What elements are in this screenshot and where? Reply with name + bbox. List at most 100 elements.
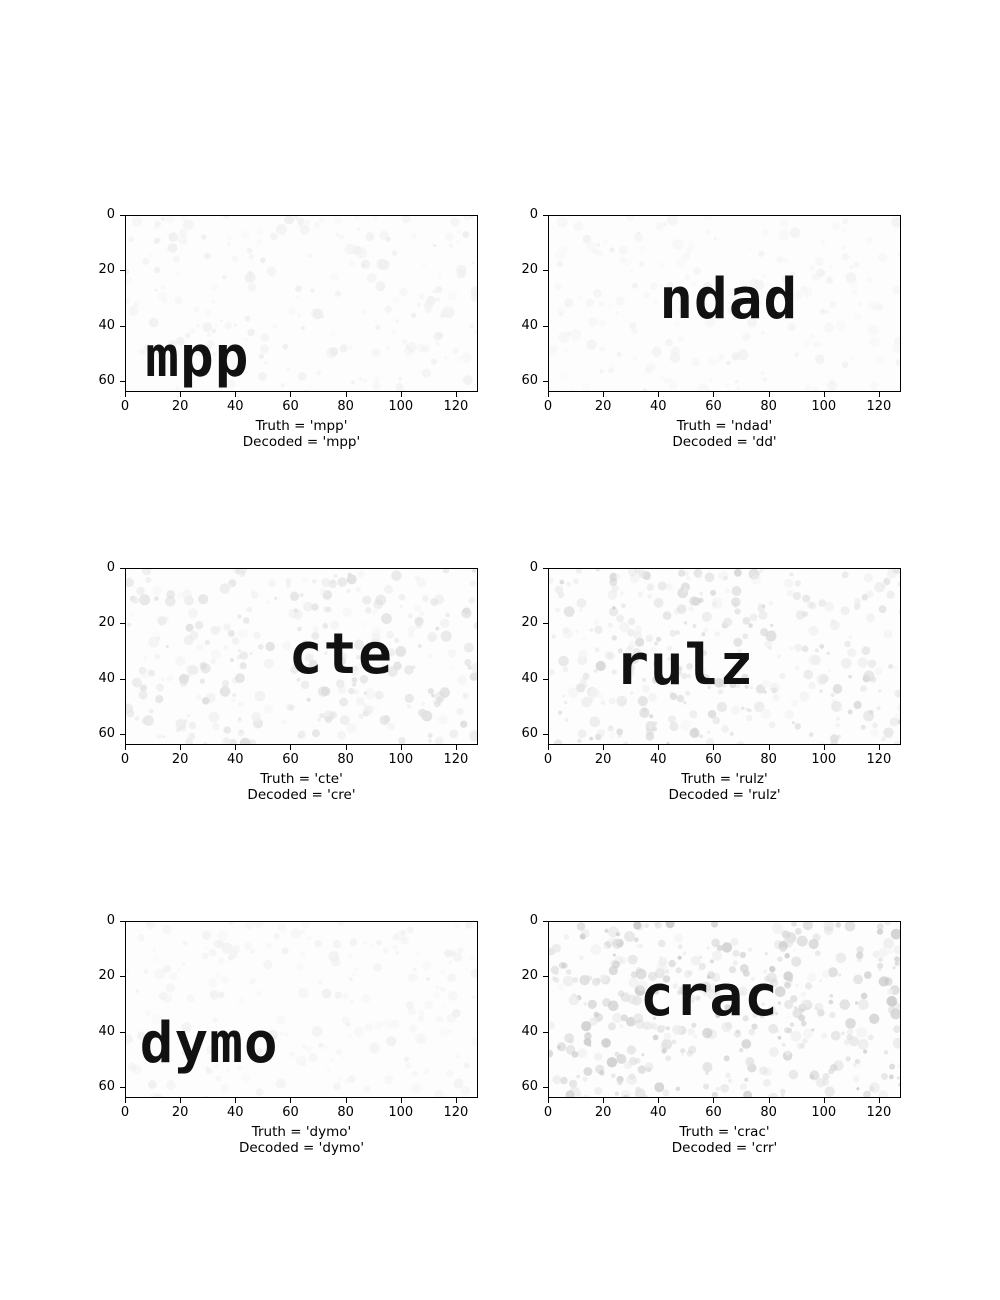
noise-speck (435, 296, 441, 302)
noise-speck (310, 288, 315, 293)
y-tick-mark (543, 678, 548, 680)
noise-speck (457, 946, 464, 954)
noise-speck (128, 306, 139, 316)
noise-speck (717, 318, 722, 322)
noise-speck (838, 706, 844, 712)
noise-speck (748, 569, 760, 580)
noise-speck (867, 324, 879, 336)
noise-speck (447, 973, 456, 983)
noise-speck (875, 302, 884, 311)
noise-speck (764, 952, 768, 956)
noise-speck (412, 967, 417, 972)
y-tick-label: 0 (529, 560, 538, 575)
noise-speck (358, 713, 365, 719)
noise-speck (845, 1056, 851, 1062)
noise-speck (350, 1000, 354, 1004)
noise-speck (576, 569, 582, 574)
noise-speck (710, 589, 717, 596)
noise-speck (656, 636, 662, 642)
noise-speck (175, 272, 180, 277)
noise-speck (179, 228, 187, 237)
noise-speck (627, 1045, 636, 1054)
noise-speck (265, 641, 275, 652)
noise-speck (296, 677, 301, 682)
noise-speck (712, 601, 718, 607)
noise-speck (784, 981, 791, 989)
noise-speck (607, 622, 613, 628)
noise-speck (382, 947, 389, 954)
noise-speck (853, 603, 861, 610)
noise-speck (435, 736, 444, 744)
noise-speck (848, 674, 852, 679)
noise-speck (220, 1084, 229, 1093)
noise-speck (739, 964, 749, 973)
noise-speck (129, 612, 135, 618)
noise-speck (808, 938, 819, 950)
noise-speck (468, 597, 476, 604)
noise-speck (693, 1034, 698, 1039)
noise-speck (869, 1086, 875, 1091)
noise-speck (168, 1079, 174, 1085)
noise-speck (149, 709, 154, 714)
noise-speck (669, 721, 679, 732)
noise-speck (619, 1024, 624, 1028)
noise-speck (149, 253, 154, 258)
y-tick-mark (543, 733, 548, 735)
noise-speck (680, 1048, 686, 1054)
noise-speck (579, 608, 583, 612)
noise-speck (238, 997, 246, 1005)
noise-speck (715, 1086, 720, 1092)
y-tick-label: 0 (106, 207, 115, 222)
noise-speck (877, 689, 882, 693)
noise-speck (666, 281, 675, 290)
noise-speck (268, 579, 276, 588)
noise-speck (703, 627, 709, 633)
noise-speck (570, 389, 574, 391)
noise-speck (815, 950, 821, 956)
noise-speck (748, 1028, 756, 1036)
noise-speck (873, 306, 877, 310)
x-tick-label: 20 (171, 752, 189, 767)
y-tick-label: 60 (98, 725, 115, 741)
noise-speck (237, 648, 242, 653)
noise-speck (761, 229, 769, 236)
noise-speck (617, 990, 625, 997)
x-tick-label: 40 (227, 752, 244, 767)
plot-area: ndad (548, 215, 901, 392)
noise-speck (870, 728, 879, 738)
noise-speck (297, 734, 302, 739)
noise-speck (583, 1002, 588, 1006)
noise-speck (594, 625, 603, 634)
noise-speck (634, 625, 642, 634)
noise-speck (794, 580, 801, 587)
noise-speck (583, 1067, 593, 1076)
noise-speck (146, 922, 156, 930)
noise-speck (707, 357, 717, 367)
noise-speck (427, 733, 433, 738)
noise-speck (176, 336, 185, 346)
noise-speck (830, 734, 839, 743)
noise-speck (206, 339, 215, 348)
noise-speck (639, 707, 650, 718)
noise-speck (682, 587, 688, 593)
noise-speck (581, 929, 590, 938)
noise-speck (876, 706, 881, 711)
x-tick-mark (180, 1098, 182, 1103)
noise-speck (790, 227, 801, 239)
noise-speck (362, 595, 372, 605)
noise-speck (434, 701, 440, 708)
noise-speck (128, 236, 134, 242)
noise-speck (768, 1092, 779, 1097)
noise-speck (139, 668, 150, 679)
noise-speck (726, 360, 731, 366)
noise-speck (869, 381, 879, 390)
noise-speck (589, 1017, 598, 1026)
noise-speck (298, 987, 309, 999)
noise-speck (702, 1027, 713, 1039)
noise-speck (319, 217, 325, 224)
noise-speck (867, 659, 877, 668)
noise-speck (210, 625, 220, 635)
noise-speck (729, 731, 734, 736)
noise-speck (238, 569, 247, 575)
noise-speck (249, 652, 253, 656)
